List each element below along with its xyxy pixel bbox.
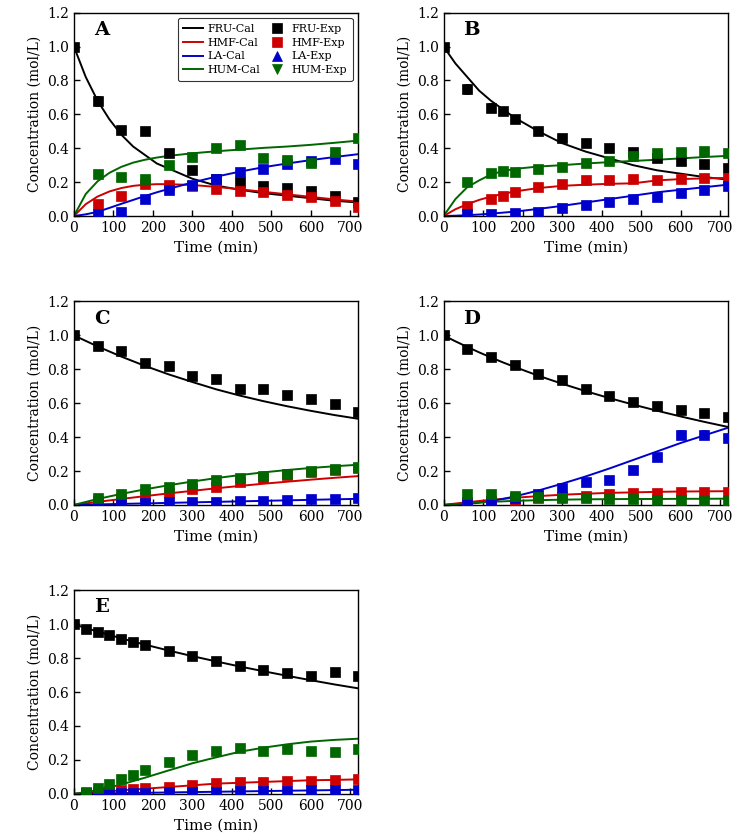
Y-axis label: Concentration (mol/L): Concentration (mol/L) — [27, 614, 41, 770]
Text: B: B — [463, 21, 480, 39]
Legend: FRU-Cal, HMF-Cal, LA-Cal, HUM-Cal, FRU-Exp, HMF-Exp, LA-Exp, HUM-Exp: FRU-Cal, HMF-Cal, LA-Cal, HUM-Cal, FRU-E… — [177, 18, 353, 81]
X-axis label: Time (min): Time (min) — [174, 818, 258, 832]
Text: E: E — [94, 598, 109, 617]
Y-axis label: Concentration (mol/L): Concentration (mol/L) — [398, 325, 412, 481]
Text: C: C — [94, 310, 109, 328]
Y-axis label: Concentration (mol/L): Concentration (mol/L) — [27, 36, 41, 192]
X-axis label: Time (min): Time (min) — [174, 240, 258, 255]
X-axis label: Time (min): Time (min) — [544, 240, 628, 255]
X-axis label: Time (min): Time (min) — [544, 529, 628, 543]
X-axis label: Time (min): Time (min) — [174, 529, 258, 543]
Text: A: A — [94, 21, 109, 39]
Y-axis label: Concentration (mol/L): Concentration (mol/L) — [27, 325, 41, 481]
Y-axis label: Concentration (mol/L): Concentration (mol/L) — [398, 36, 412, 192]
Text: D: D — [463, 310, 480, 328]
